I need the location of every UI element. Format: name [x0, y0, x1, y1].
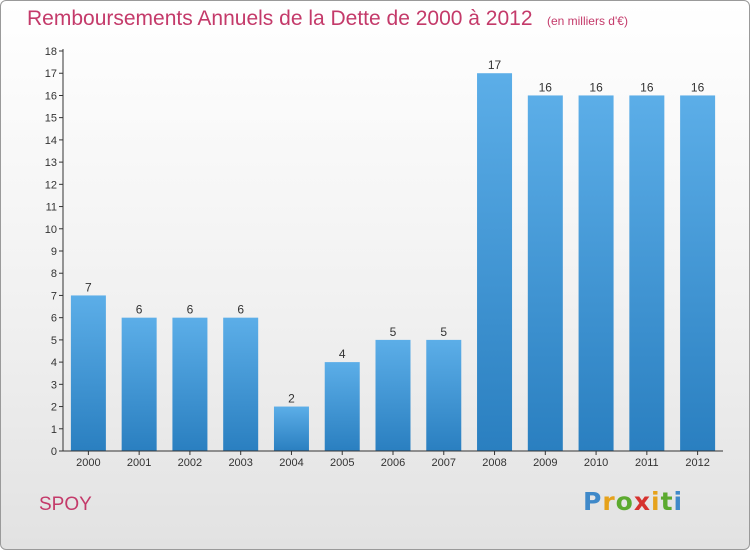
bar-2003: [223, 317, 259, 451]
bar-2006: [375, 339, 411, 451]
brand-letter: x: [633, 487, 651, 516]
y-tick-label: 6: [51, 313, 57, 325]
bar-2005: [324, 362, 360, 451]
bar-2009: [527, 95, 563, 451]
y-tick-label: 1: [51, 424, 57, 436]
data-label: 16: [691, 80, 705, 94]
x-tick-label: 2008: [482, 457, 506, 469]
chart-title-unit: (en milliers d'€): [546, 14, 628, 28]
y-tick-label: 3: [51, 379, 57, 391]
bar-2007: [426, 339, 462, 451]
x-tick-label: 2006: [381, 457, 405, 469]
y-tick-label: 7: [51, 290, 57, 302]
y-tick-label: 9: [51, 246, 57, 258]
axes-group: [59, 49, 723, 455]
x-tick-label: 2002: [178, 457, 202, 469]
x-tick-label: 2012: [685, 457, 709, 469]
bar-2012: [680, 95, 716, 451]
data-label: 5: [390, 325, 397, 339]
brand-logo: Proxiti: [583, 487, 683, 516]
x-tick-label: 2010: [584, 457, 608, 469]
labels-group: 0123456789101112131415161718200072001620…: [45, 46, 710, 469]
data-label: 16: [589, 80, 603, 94]
brand-letter: i: [651, 487, 661, 516]
data-label: 6: [136, 303, 143, 317]
brand-letter: i: [673, 487, 684, 516]
x-tick-label: 2003: [228, 457, 252, 469]
y-tick-label: 8: [51, 268, 57, 280]
brand-letter: P: [583, 487, 603, 516]
data-label: 16: [539, 80, 553, 94]
y-tick-label: 12: [45, 179, 57, 191]
bar-2008: [477, 73, 513, 451]
chart-title: Remboursements Annuels de la Dette de 20…: [27, 7, 628, 31]
y-tick-label: 5: [51, 335, 57, 347]
data-label: 6: [187, 303, 194, 317]
y-tick-label: 17: [45, 68, 57, 80]
bar-2000: [70, 295, 106, 451]
data-label: 17: [488, 58, 502, 72]
y-tick-label: 18: [45, 46, 57, 58]
x-tick-label: 2001: [127, 457, 151, 469]
data-label: 7: [85, 280, 92, 294]
chart-title-main: Remboursements Annuels de la Dette de 20…: [27, 7, 533, 30]
x-tick-label: 2007: [432, 457, 456, 469]
data-label: 5: [440, 325, 447, 339]
y-tick-label: 15: [45, 113, 57, 125]
place-name: SPOY: [39, 494, 92, 515]
y-tick-label: 2: [51, 402, 57, 414]
brand-letter: r: [602, 487, 616, 516]
data-label: 2: [288, 392, 295, 406]
x-tick-label: 2000: [76, 457, 100, 469]
bars-group: [70, 73, 716, 451]
data-label: 16: [640, 80, 654, 94]
y-tick-label: 11: [46, 202, 57, 214]
bar-2001: [121, 317, 157, 451]
bar-2004: [273, 406, 309, 451]
y-tick-label: 14: [45, 135, 57, 147]
bar-2010: [578, 95, 614, 451]
x-tick-label: 2005: [330, 457, 354, 469]
x-tick-label: 2009: [533, 457, 557, 469]
data-label: 6: [237, 303, 244, 317]
brand-letter: t: [660, 487, 674, 516]
data-label: 4: [339, 347, 346, 361]
y-tick-label: 0: [51, 446, 57, 458]
y-tick-label: 13: [45, 157, 57, 169]
y-tick-label: 4: [51, 357, 57, 369]
x-tick-label: 2011: [635, 457, 659, 469]
y-tick-label: 10: [45, 224, 57, 236]
y-tick-label: 16: [45, 90, 57, 102]
bar-2011: [629, 95, 665, 451]
bar-2002: [172, 317, 208, 451]
x-tick-label: 2004: [279, 457, 303, 469]
brand-letter: o: [615, 487, 634, 516]
